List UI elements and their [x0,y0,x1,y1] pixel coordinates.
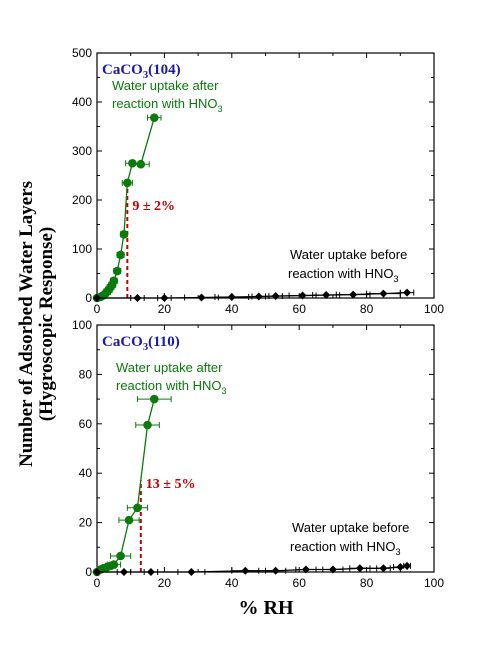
data-point-before [93,568,101,576]
data-point-before [271,292,280,301]
y-tick-label: 0 [85,565,92,579]
label-before-line2: reaction with HNO3 [288,266,399,284]
data-point-before [241,566,250,575]
x-tick-label: 0 [94,302,101,316]
data-point-after [119,230,129,239]
label-after-line1: Water uptake after [112,78,219,93]
data-point-after [116,551,125,561]
data-point-before [227,293,236,302]
label-after-line1: Water uptake after [116,360,223,375]
x-tick-label: 40 [225,576,239,590]
label-after-line2-main: reaction with HNO [116,378,221,393]
x-tick-label: 80 [360,302,374,316]
data-point-before [197,293,206,302]
threshold-label: 9 ± 2% [132,199,175,214]
data-point-before [119,568,128,576]
label-before-line2-main: reaction with HNO [288,266,393,281]
x-tick-label: 80 [360,576,374,590]
label-before-line1: Water uptake before [292,520,409,535]
x-axis-title: % RH [239,597,294,619]
y-tick-label: 500 [72,46,92,60]
data-point-before [254,292,263,301]
panel-title-sub: 3 [143,342,148,353]
x-tick-label: 20 [158,302,172,316]
panel-title-rest: (110) [148,334,180,350]
y-tick-label: 0 [85,291,92,305]
label-before-line2-main: reaction with HNO [290,539,395,554]
data-point-after [149,394,159,404]
data-point-before [379,564,388,573]
y-tick-label: 300 [72,144,92,158]
data-point-after [116,250,125,260]
label-after-line2-sub: 3 [221,386,226,396]
label-after-line2-main: reaction with HNO [112,96,217,111]
data-point-before [379,289,388,298]
data-point-before [146,568,155,576]
data-point-after [143,420,152,430]
data-point-before [396,563,405,572]
label-after-line2: reaction with HNO3 [112,96,223,114]
y-tick-label: 100 [72,242,92,256]
data-point-before [349,290,358,299]
y-tick-label: 200 [72,193,92,207]
data-point-before [271,566,280,575]
y-tick-label: 400 [72,95,92,109]
data-point-before [301,565,310,574]
data-point-after [136,159,146,169]
data-point-before [328,565,337,574]
data-point-after [112,266,122,276]
data-point-after [149,113,159,122]
y-tick-label: 40 [79,466,93,480]
x-tick-label: 100 [424,302,444,316]
data-point-before [355,564,364,573]
panel-title-main: CaCO [102,334,143,350]
label-before-line2-sub: 3 [393,274,398,284]
label-before-line1: Water uptake before [290,247,407,262]
data-point-before [133,294,142,302]
data-point-after [123,178,132,188]
y-tick-label: 80 [79,367,93,381]
data-point-before [298,291,307,300]
label-before-line2: reaction with HNO3 [290,539,401,557]
data-point-before [403,288,412,297]
panel-title-main: CaCO [102,62,143,78]
data-point-before [187,568,196,576]
label-after-line2: reaction with HNO3 [116,378,227,396]
data-point-before [322,291,331,300]
data-point-after [109,560,119,569]
x-tick-label: 20 [158,576,172,590]
x-tick-label: 60 [293,302,307,316]
x-tick-label: 60 [293,576,307,590]
data-point-before [403,561,412,570]
x-tick-label: 40 [225,302,239,316]
label-before-line2-sub: 3 [395,547,400,557]
threshold-label: 13 ± 5% [146,477,196,492]
y-tick-label: 60 [79,417,93,431]
x-tick-label: 0 [94,576,101,590]
y-axis-title-line1: Number of Adsorbed Water Layers [16,181,37,467]
y-tick-label: 100 [72,318,92,332]
data-point-after [109,276,119,286]
data-point-before [160,294,169,302]
panel-title-rest: (104) [148,62,181,78]
x-tick-label: 100 [424,576,444,590]
data-point-before [93,294,101,302]
data-point-after [133,503,142,513]
data-point-after [124,515,134,525]
label-after-line2-sub: 3 [217,104,222,114]
y-tick-label: 20 [79,516,93,530]
panel-title: CaCO3(104) [102,62,181,81]
panel-title-sub: 3 [143,70,148,81]
panel-title: CaCO3(110) [102,334,180,353]
y-axis-title-line2: (Hygroscopic Response) [36,227,57,421]
